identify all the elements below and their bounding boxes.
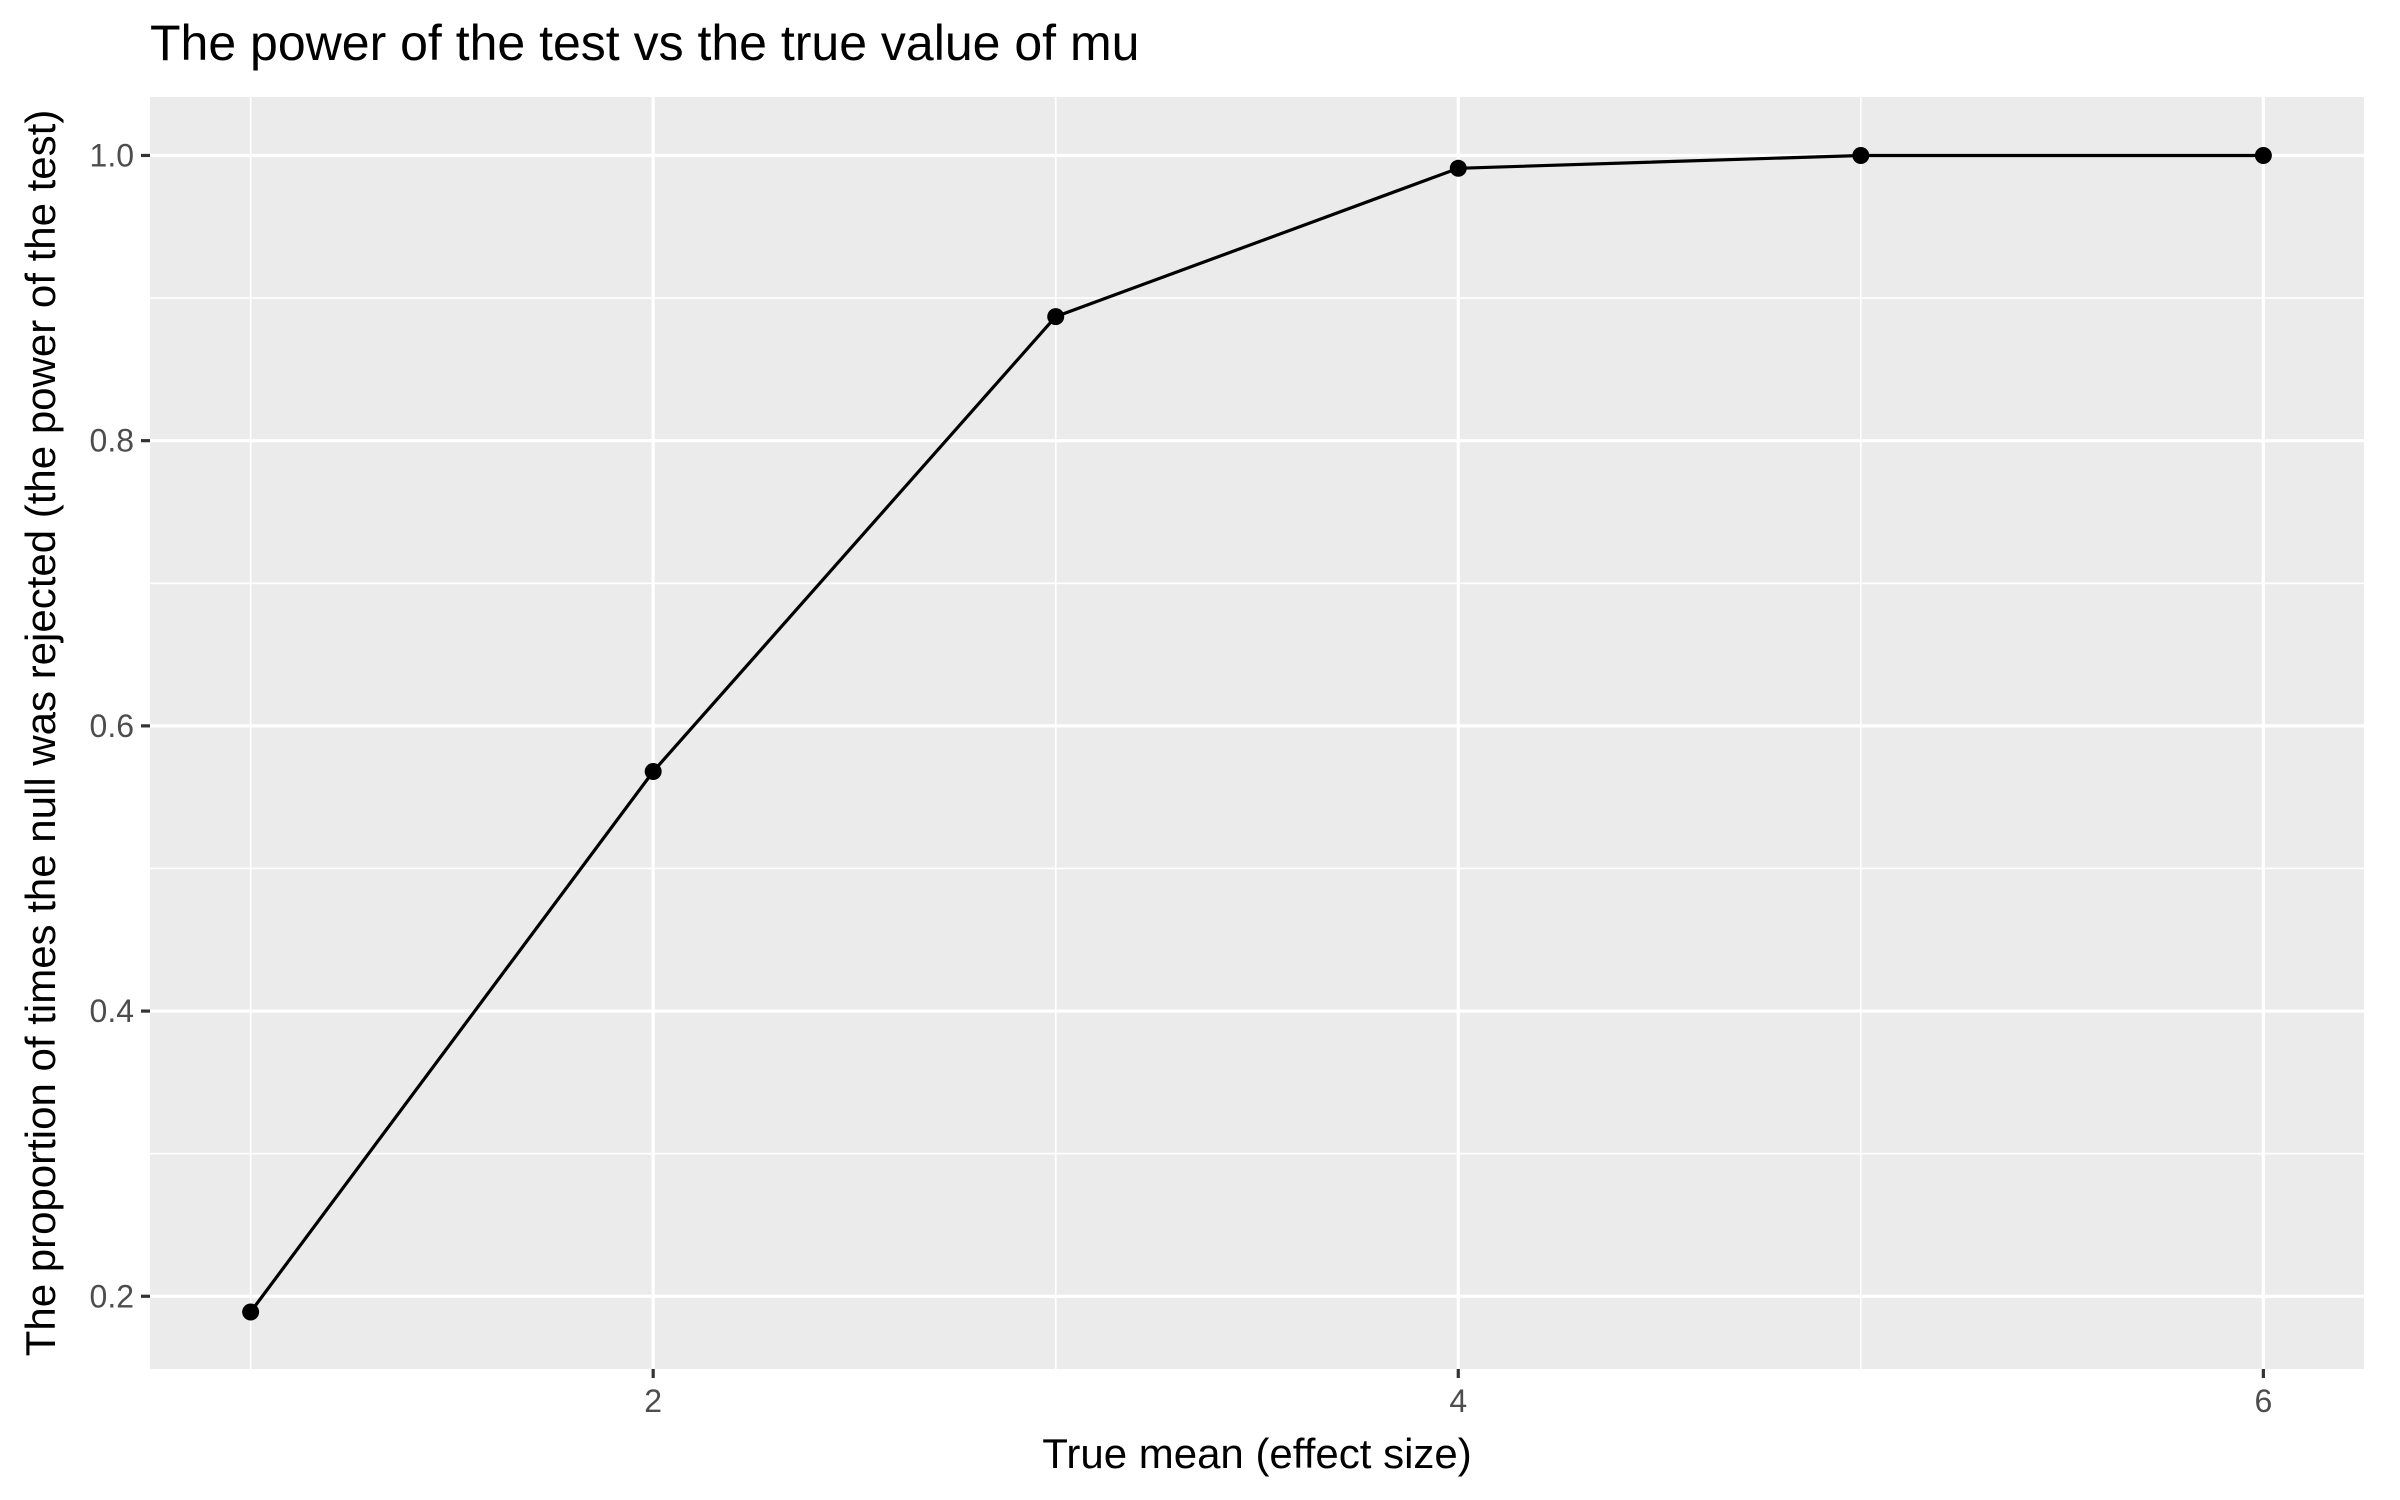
panel-background [150,97,2364,1369]
x-tick-label: 2 [644,1383,662,1419]
y-tick-label: 0.6 [90,708,134,744]
x-tick-label: 4 [1449,1383,1467,1419]
data-point [1449,159,1467,177]
axis-ticks [141,153,2265,1378]
data-point [1852,146,1870,164]
series-line [249,153,2264,1313]
y-tick-label: 0.4 [90,993,134,1029]
x-axis-label: True mean (effect size) [1042,1430,1472,1477]
series-layer [242,146,2272,1321]
y-tick-label: 1.0 [90,137,134,173]
data-point [644,763,662,781]
y-tick-label: 0.8 [90,423,134,459]
data-point [242,1303,260,1321]
y-axis-label: The proportion of times the null was rej… [17,110,64,1357]
x-tick-label: 6 [2254,1383,2272,1419]
tick-labels: 2 4 6 0.2 0.4 0.6 0.8 1.0 [90,137,2273,1419]
y-tick-label: 0.2 [90,1278,134,1314]
chart-title: The power of the test vs the true value … [150,15,1139,71]
data-point [1047,308,1065,326]
data-point [2254,146,2272,164]
